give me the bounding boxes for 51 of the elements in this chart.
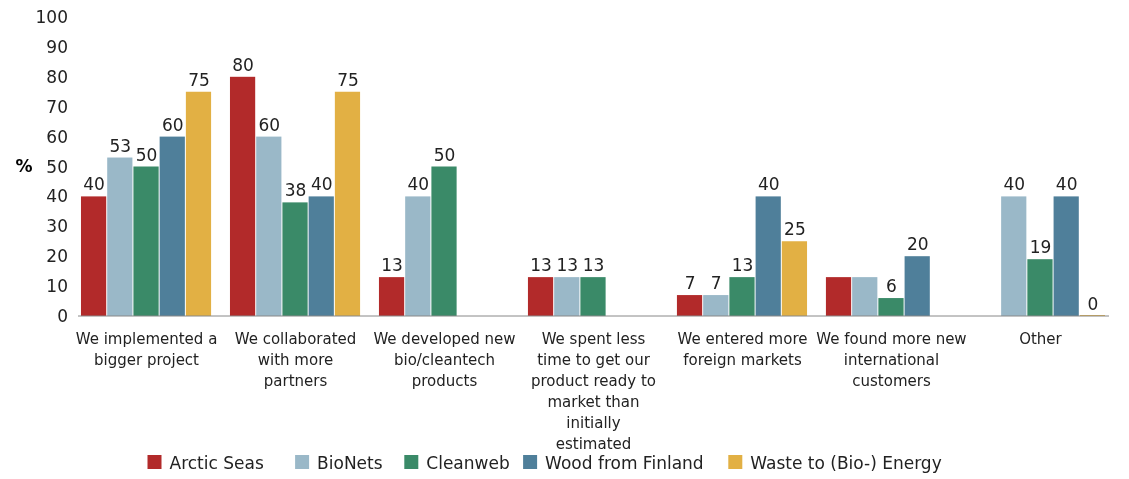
- y-tick-label: 100: [35, 7, 68, 27]
- y-tick-label: 70: [46, 96, 68, 117]
- y-tick-label: 10: [46, 276, 68, 297]
- data-label: 75: [337, 69, 359, 90]
- data-label: 60: [258, 114, 281, 135]
- y-tick-label: 60: [46, 126, 68, 147]
- data-label: 0: [1087, 294, 1099, 314]
- data-label: 13: [381, 255, 403, 276]
- x-tick-label: We collaborated with more partners: [234, 330, 357, 390]
- data-label: 40: [310, 174, 333, 195]
- y-axis-title: %: [15, 155, 33, 176]
- data-label: 19: [1029, 237, 1052, 258]
- x-tick-label: We spent less time to get our product ready to market than initially estimated: [531, 330, 656, 453]
- y-tick-label: 0: [57, 306, 68, 326]
- data-label: 40: [757, 174, 780, 195]
- data-label: 60: [161, 114, 184, 135]
- data-label: 7: [710, 273, 722, 294]
- data-label: 40: [1055, 174, 1078, 195]
- data-label: 13: [530, 255, 552, 276]
- data-label: 50: [135, 144, 158, 165]
- legend-label: Wood from Finland: [545, 453, 704, 473]
- data-label: 40: [83, 174, 105, 195]
- data-label: 20: [906, 234, 929, 255]
- data-label: 7: [684, 273, 696, 294]
- data-label: 13: [731, 255, 754, 276]
- data-label: 13: [582, 255, 605, 276]
- x-tick-label: We developed new bio/cleantech products: [373, 330, 516, 390]
- data-label: 13: [556, 255, 579, 276]
- x-tick-label: We implemented a bigger project: [75, 330, 218, 369]
- data-label: 50: [433, 144, 456, 165]
- y-tick-label: 30: [46, 216, 68, 237]
- y-tick-label: 80: [46, 66, 68, 87]
- y-tick-label: 20: [46, 246, 68, 267]
- y-tick-label: 40: [46, 186, 68, 207]
- x-tick-label: We entered more foreign markets: [677, 330, 808, 369]
- data-label: 40: [1003, 174, 1026, 195]
- legend-label: BioNets: [317, 453, 383, 473]
- y-tick-label: 50: [46, 156, 68, 177]
- data-label: 75: [188, 69, 210, 90]
- legend-label: Arctic Seas: [169, 453, 264, 473]
- data-label: 25: [784, 219, 806, 240]
- x-tick-label: We found more new international customers: [816, 330, 967, 390]
- data-label: 38: [284, 180, 307, 201]
- y-tick-label: 90: [46, 36, 68, 57]
- data-label: 80: [232, 54, 254, 75]
- x-tick-label: Other: [1019, 330, 1063, 348]
- data-label: 40: [407, 174, 430, 195]
- legend-label: Waste to (Bio-) Energy: [750, 453, 942, 473]
- legend-label: Cleanweb: [426, 453, 510, 473]
- data-label: 6: [886, 276, 897, 297]
- data-label: 53: [109, 135, 132, 156]
